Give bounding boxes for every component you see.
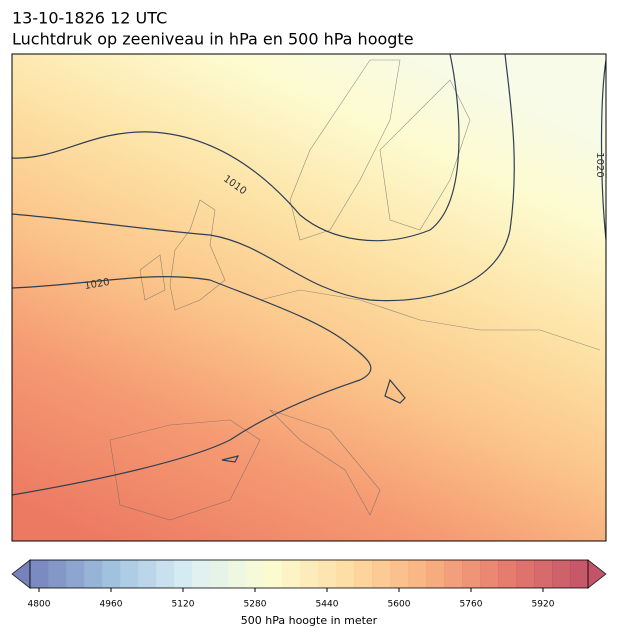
colorbar-box [282,560,301,588]
colorbar-tick-label: 4800 [28,600,51,610]
colorbar-tick-label: 5120 [172,600,195,610]
colorbar-tick-label: 5280 [244,600,267,610]
colorbar-box [30,560,49,588]
colorbar-box [102,560,121,588]
colorbar-box [48,560,67,588]
colorbar-box [192,560,211,588]
colorbar-box [336,560,355,588]
colorbar-tick-label: 5760 [460,600,483,610]
colorbar-box [228,560,247,588]
colorbar-box [354,560,373,588]
colorbar-box [570,560,589,588]
colorbar-box [138,560,157,588]
colorbar-box [426,560,445,588]
colorbar-box [372,560,391,588]
colorbar-box [318,560,337,588]
colorbar-frame [29,559,589,589]
colorbar: 4800 4960 5120 5280 5440 5600 5760 5920 [11,559,607,610]
contour-label: 1020 [594,152,605,177]
colorbar-extend-low [11,559,31,589]
colorbar-box [300,560,319,588]
map: 1010 1020 1020 [11,53,607,542]
colorbar-box [552,560,571,588]
title: Luchtdruk op zeeniveau in hPa en 500 hPa… [12,30,414,49]
colorbar-box [462,560,481,588]
colorbar-tick-label: 4960 [100,600,123,610]
colorbar-box [264,560,283,588]
colorbar-box [444,560,463,588]
coastlines [109,59,601,521]
colorbar-label: 500 hPa hoogte in meter [241,614,378,627]
colorbar-tick-label: 5440 [316,600,339,610]
date: 13-10-1826 12 UTC [12,9,167,28]
contour-label: 1020 [84,277,111,292]
colorbar-box [174,560,193,588]
colorbar-box [156,560,175,588]
colorbar-box [210,560,229,588]
colorbar-box [498,560,517,588]
map-frame [11,53,607,542]
colorbar-box [390,560,409,588]
height-field [12,54,606,541]
isobars [11,53,607,496]
colorbar-box [516,560,535,588]
colorbar-box [246,560,265,588]
colorbar-tick-label: 5600 [388,600,411,610]
colorbar-box [66,560,85,588]
colorbar-extend-high [587,559,607,589]
colorbar-box [534,560,553,588]
colorbar-box [120,560,139,588]
colorbar-box [408,560,427,588]
colorbar-tick-label: 5920 [532,600,555,610]
colorbar-box [480,560,499,588]
colorbar-box [84,560,103,588]
